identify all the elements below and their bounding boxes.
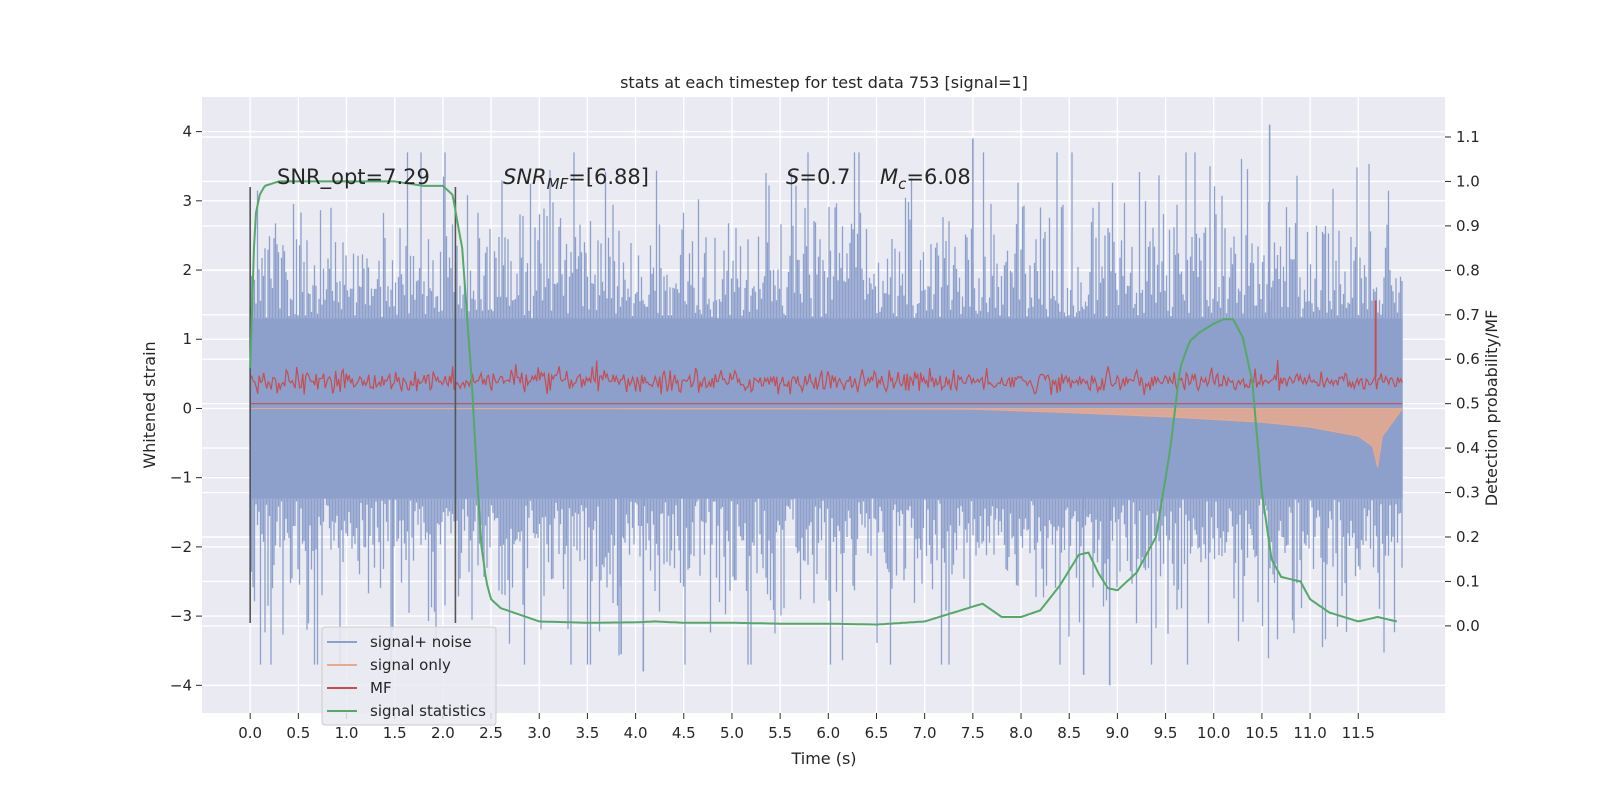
x-tick-label: 0.0 <box>238 724 262 742</box>
x-tick-label: 0.5 <box>286 724 310 742</box>
y2-tick-label: 0.5 <box>1456 395 1480 413</box>
x-tick-label: 10.0 <box>1197 724 1230 742</box>
y2-tick-label: 0.4 <box>1456 439 1480 457</box>
y2-tick-label: 0.9 <box>1456 217 1480 235</box>
y-tick-label: −2 <box>170 538 192 556</box>
x-tick-label: 3.0 <box>527 724 551 742</box>
annotation-snr-mf: SNRMF=[6.88] <box>503 165 649 193</box>
legend-label: signal+ noise <box>370 633 472 651</box>
y-tick-label: 1 <box>182 330 192 348</box>
y-tick-label: 3 <box>182 192 192 210</box>
x-tick-label: 9.0 <box>1105 724 1129 742</box>
x-tick-label: 4.5 <box>672 724 696 742</box>
legend-label: signal statistics <box>370 702 486 720</box>
x-tick-label: 2.0 <box>431 724 455 742</box>
x-tick-label: 1.5 <box>383 724 407 742</box>
y2-tick-label: 0.7 <box>1456 306 1480 324</box>
x-axis-ticks: 0.0 0.5 1.0 1.5 2.0 2.5 3.0 3.5 4.0 4.5 5.0 5.5 6.0 6… <box>238 713 1375 742</box>
x-tick-label: 8.5 <box>1057 724 1081 742</box>
y2-tick-label: 0.3 <box>1456 484 1480 502</box>
x-tick-label: 2.5 <box>479 724 503 742</box>
y2-tick-label: 0.1 <box>1456 572 1480 590</box>
x-tick-label: 6.5 <box>865 724 889 742</box>
x-tick-label: 3.5 <box>575 724 599 742</box>
annotation-snr-mf-value: =[6.88] <box>568 165 649 189</box>
x-tick-label: 11.5 <box>1342 724 1375 742</box>
series-signal-statistics <box>249 180 1398 626</box>
legend-label: signal only <box>370 656 451 674</box>
y2-tick-label: 1.1 <box>1456 128 1480 146</box>
x-tick-label: 6.0 <box>816 724 840 742</box>
x-tick-label: 7.0 <box>913 724 937 742</box>
x-tick-label: 4.0 <box>624 724 648 742</box>
signal-only-trace <box>249 407 1404 468</box>
y-axis-ticks: −4 −3 −2 −1 0 1 2 3 4 <box>170 123 202 694</box>
y-axis-label: Whitened strain <box>140 341 159 468</box>
annotation-snr-opt: SNR_opt=7.29 <box>277 165 430 190</box>
y-tick-label: −1 <box>170 469 192 487</box>
annotation-mc-value: =6.08 <box>906 165 970 189</box>
x-tick-label: 5.5 <box>768 724 792 742</box>
y2-axis-ticks: 0.0 0.1 0.2 0.3 0.4 0.5 0.6 0.7 0.8 0.9 1.0 1.1 <box>1445 128 1480 635</box>
y2-tick-label: 0.2 <box>1456 528 1480 546</box>
y-tick-label: −3 <box>170 607 192 625</box>
chart-title: stats at each timestep for test data 753… <box>620 73 1028 92</box>
annotation-mc: Mc=6.08 <box>880 165 971 193</box>
x-axis-label: Time (s) <box>790 749 856 768</box>
vertical-markers <box>249 186 457 624</box>
x-tick-label: 10.5 <box>1245 724 1278 742</box>
annotation-s-value: =0.7 <box>799 165 850 189</box>
mf-trace <box>249 360 1403 396</box>
annotation-mc-sub: c <box>898 175 907 193</box>
x-tick-label: 9.5 <box>1154 724 1178 742</box>
x-tick-label: 1.0 <box>335 724 359 742</box>
annotation-s-main: S <box>786 165 799 189</box>
annotation-snr-mf-sub: MF <box>547 175 569 193</box>
y2-tick-label: 0.8 <box>1456 261 1480 279</box>
annotation-s: S=0.7 <box>786 165 850 189</box>
y-tick-label: 0 <box>182 399 192 417</box>
x-tick-label: 7.5 <box>961 724 985 742</box>
y2-tick-label: 0.0 <box>1456 617 1480 635</box>
series-mf <box>249 300 1403 405</box>
legend-box <box>321 626 497 726</box>
signal-statistics-trace <box>249 180 1398 626</box>
x-tick-label: 5.0 <box>720 724 744 742</box>
annotation-mc-main: M <box>880 165 898 189</box>
legend-label: MF <box>370 679 392 697</box>
x-tick-label: 8.0 <box>1009 724 1033 742</box>
y-tick-label: 2 <box>182 261 192 279</box>
y-tick-label: −4 <box>170 676 192 694</box>
y-tick-label: 4 <box>182 123 192 141</box>
y2-axis-label: Detection probability/MF <box>1482 310 1501 507</box>
x-tick-label: 11.0 <box>1293 724 1326 742</box>
series-signal-only <box>249 407 1404 468</box>
y2-tick-label: 0.6 <box>1456 350 1480 368</box>
annotation-snr-mf-main: SNR <box>503 165 547 189</box>
legend: signal+ noise signal only MF signal statist… <box>321 626 497 726</box>
y2-tick-label: 1.0 <box>1456 172 1480 190</box>
